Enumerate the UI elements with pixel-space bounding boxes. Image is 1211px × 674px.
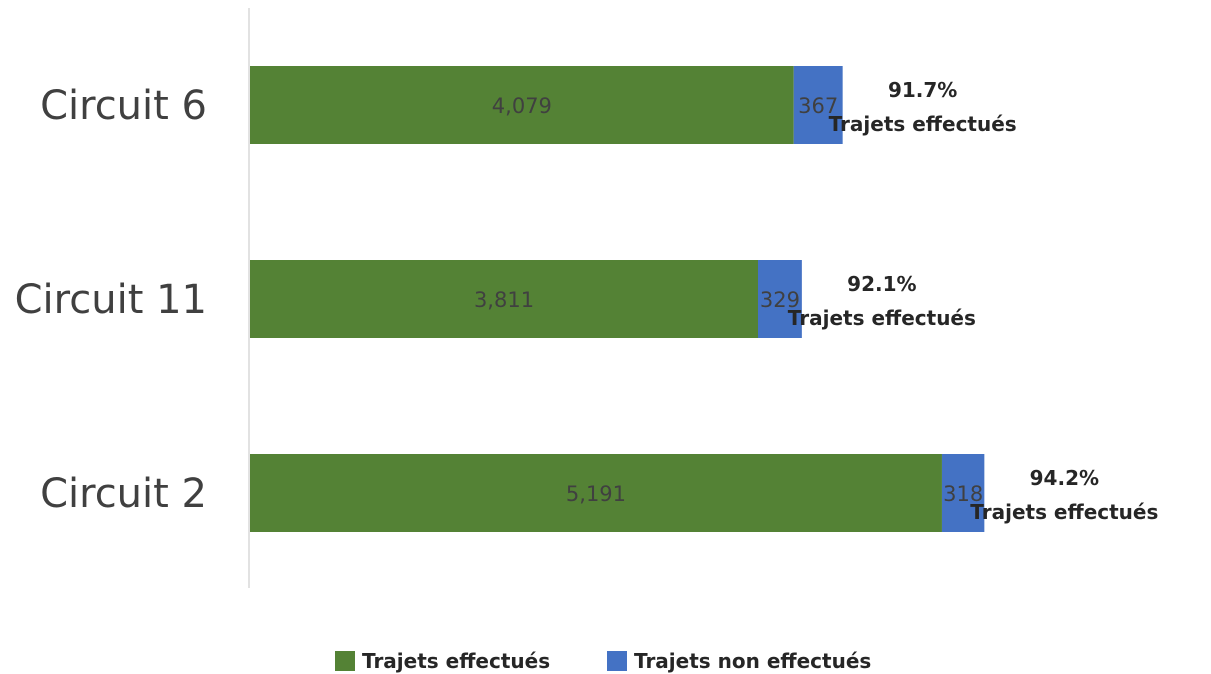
bar-trajets-effectues [250,66,794,144]
completion-caption-label: Trajets effectués [970,500,1158,524]
data-label: 318 [943,482,983,506]
completion-percent-label: 94.2% [1030,466,1099,490]
bar-trajets-non-effectues [758,260,802,338]
legend-item-trajets-non-effectues: Trajets non effectués [634,649,871,673]
category-label: Circuit 2 [40,471,207,517]
completion-caption-label: Trajets effectués [829,112,1017,136]
legend-swatch [607,651,627,671]
data-label: 5,191 [566,482,626,506]
bar-trajets-effectues [250,454,942,532]
legend-item-trajets-effectues: Trajets effectués [362,649,550,673]
bar-trajets-non-effectues [793,66,843,144]
legend: Trajets effectués Trajets non effectués [335,649,871,673]
completion-caption-label: Trajets effectués [788,306,976,330]
data-label: 367 [798,94,838,118]
bar-trajets-effectues [250,260,759,338]
category-label: Circuit 11 [15,277,207,323]
legend-swatch [335,651,355,671]
category-label: Circuit 6 [40,83,207,129]
completion-percent-label: 92.1% [847,272,916,296]
completion-percent-label: 91.7% [888,78,957,102]
data-label: 4,079 [492,94,552,118]
data-label: 3,811 [474,288,534,312]
bar-trajets-non-effectues [941,454,985,532]
data-label: 329 [760,288,800,312]
